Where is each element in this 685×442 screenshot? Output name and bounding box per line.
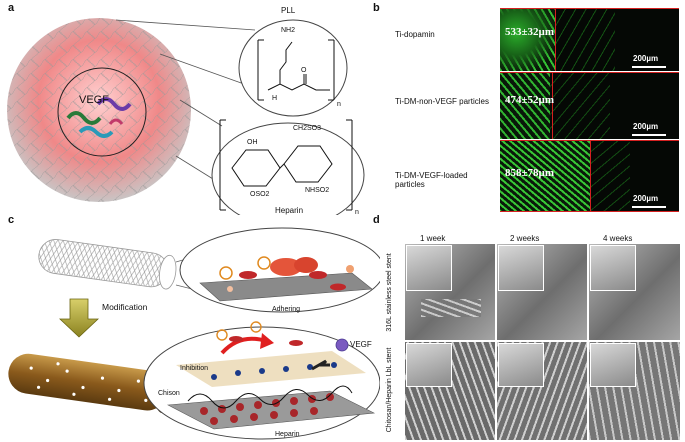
nanoparticle-illustration: [7, 18, 365, 215]
vegf-core-circle: [57, 67, 147, 157]
row-label-d-1: 316L stainless steel stent: [386, 253, 393, 332]
row-label-b-3: Ti-DM-VEGF-loaded particles: [395, 171, 468, 189]
panel-label-d: d: [373, 214, 380, 226]
vegf-molecule-icon: [335, 338, 349, 352]
panel-label-c: c: [8, 214, 15, 226]
heparin-circle: [211, 122, 365, 215]
heparin-label-c: Heparin: [275, 431, 300, 438]
pll-h-label: H: [272, 95, 278, 102]
pll-structure: [257, 39, 335, 101]
modification-label: Modification: [102, 302, 148, 312]
pll-nh2-label: NH2: [281, 27, 296, 34]
heparin-label: Heparin: [275, 206, 304, 215]
panel-label-a: a: [8, 2, 15, 14]
column-header-1: 1 week: [420, 234, 446, 243]
heparin-nhso2-label: NHSO2: [305, 187, 330, 194]
measurement-b-3: 858±78µm: [505, 167, 555, 179]
fluorescence-image-2: [500, 72, 679, 139]
sem-image-r2-c3: [589, 342, 680, 440]
row-label-b-2: Ti-DM-non-VEGF particles: [395, 97, 489, 106]
sem-image-r2-c1: [405, 342, 495, 440]
adhering-label: Adhering: [272, 306, 301, 313]
heparin-ch2so3-label: CH2SO3: [293, 125, 322, 132]
inhibition-label: Inhibition: [180, 365, 209, 372]
scale-bar-b-3: 200µm: [633, 194, 659, 203]
modification-arrow: [58, 298, 100, 338]
fluorescence-image-3: [500, 140, 679, 212]
column-header-3: 4 weeks: [603, 234, 633, 243]
pll-circle: [238, 19, 348, 117]
sem-image-r1-c1: [405, 244, 495, 340]
row-label-d-2: Chitosan/Heparin LbL stent: [386, 347, 393, 433]
pll-o-label: O: [301, 67, 307, 74]
vegf-core-label: VEGF: [79, 94, 109, 106]
heparin-oso2-label: OSO2: [250, 191, 270, 198]
heparin-structure: [219, 119, 353, 211]
sem-image-r2-c2: [497, 342, 587, 440]
bare-stent: [38, 239, 177, 290]
pll-n-label: n: [337, 101, 341, 108]
sem-image-r1-c2: [497, 244, 587, 340]
row-label-b-1: Ti-dopamin: [395, 30, 435, 39]
heparin-oh-label: OH: [247, 139, 258, 146]
blood-cells: [219, 256, 354, 292]
scale-bar-b-1: 200µm: [633, 54, 659, 63]
stent-modification-diagram: [8, 227, 380, 440]
measurement-b-2: 474±52µm: [505, 94, 555, 106]
heparin-n-label: n: [355, 209, 359, 216]
vegf-markers: [211, 362, 337, 380]
vegf-label-c: VEGF: [350, 340, 372, 349]
fluorescence-image-1: [500, 8, 679, 71]
sem-image-r1-c3: [589, 244, 680, 340]
measurement-b-1: 533±32µm: [505, 26, 555, 38]
scale-bar-b-2: 200µm: [633, 122, 659, 131]
pll-label: PLL: [281, 6, 296, 15]
panel-label-b: b: [373, 2, 380, 14]
column-header-2: 2 weeks: [510, 234, 540, 243]
chison-label: Chison: [158, 390, 180, 397]
